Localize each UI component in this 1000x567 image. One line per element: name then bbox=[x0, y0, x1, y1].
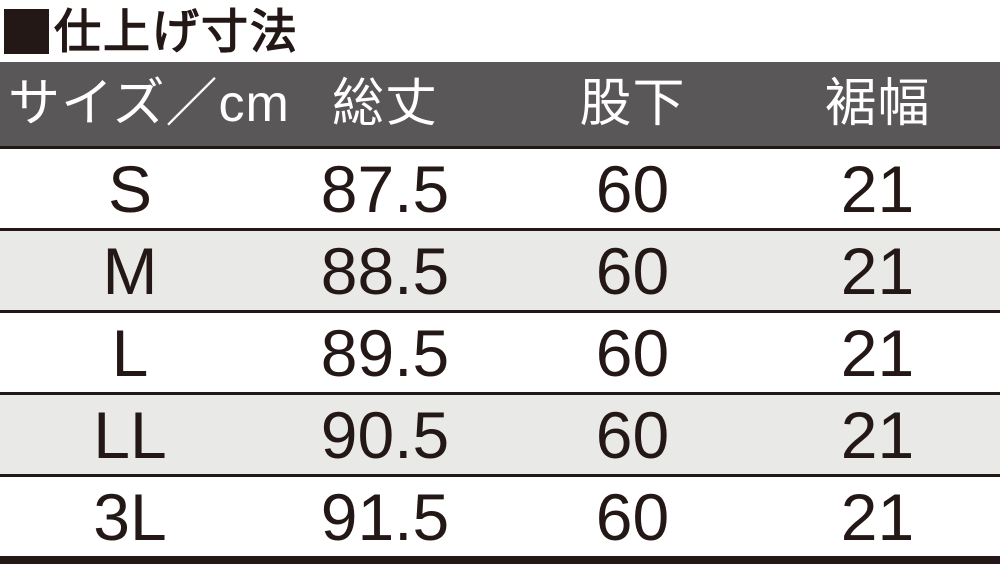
inseam-cell: 60 bbox=[595, 397, 670, 472]
size-cell: M bbox=[102, 233, 158, 308]
inseam-cell: 60 bbox=[595, 479, 670, 554]
total-length-cell: 90.5 bbox=[320, 397, 450, 472]
page-title: 仕上げ寸法 bbox=[54, 4, 299, 58]
title-square-icon bbox=[4, 8, 49, 54]
total-length-cell: 88.5 bbox=[320, 233, 450, 308]
column-header-total-length: 総丈 bbox=[260, 62, 510, 148]
hem-width-cell: 21 bbox=[840, 397, 915, 472]
hem-width-cell: 21 bbox=[840, 151, 915, 226]
table-row-ll: LL 90.5 60 21 bbox=[0, 393, 1000, 476]
size-cell: L bbox=[111, 315, 149, 390]
total-length-cell: 91.5 bbox=[320, 479, 450, 554]
column-header-inseam: 股下 bbox=[510, 62, 755, 148]
inseam-cell: 60 bbox=[595, 315, 670, 390]
column-header-size: サイズ／cm bbox=[0, 62, 289, 148]
total-length-cell: 89.5 bbox=[320, 315, 450, 390]
table-row-l: L 89.5 60 21 bbox=[0, 311, 1000, 394]
size-cell: S bbox=[107, 151, 153, 226]
hem-width-cell: 21 bbox=[840, 233, 915, 308]
size-table: サイズ／cm 総丈 股下 裾幅 S 87.5 60 21 M 88.5 60 2… bbox=[0, 62, 1000, 564]
table-row-m: M 88.5 60 21 bbox=[0, 229, 1000, 312]
total-length-cell: 87.5 bbox=[320, 151, 450, 226]
size-cell: 3L bbox=[93, 479, 167, 554]
column-header-hem-width: 裾幅 bbox=[755, 62, 1000, 148]
size-cell: LL bbox=[93, 397, 167, 472]
hem-width-cell: 21 bbox=[840, 315, 915, 390]
section-title: 仕上げ寸法 bbox=[0, 0, 1000, 62]
header-row: サイズ／cm 総丈 股下 裾幅 bbox=[0, 62, 1000, 148]
inseam-cell: 60 bbox=[595, 233, 670, 308]
table-row-s: S 87.5 60 21 bbox=[0, 147, 1000, 230]
hem-width-cell: 21 bbox=[840, 479, 915, 554]
inseam-cell: 60 bbox=[595, 151, 670, 226]
table-row-3l: 3L 91.5 60 21 bbox=[0, 475, 1000, 560]
